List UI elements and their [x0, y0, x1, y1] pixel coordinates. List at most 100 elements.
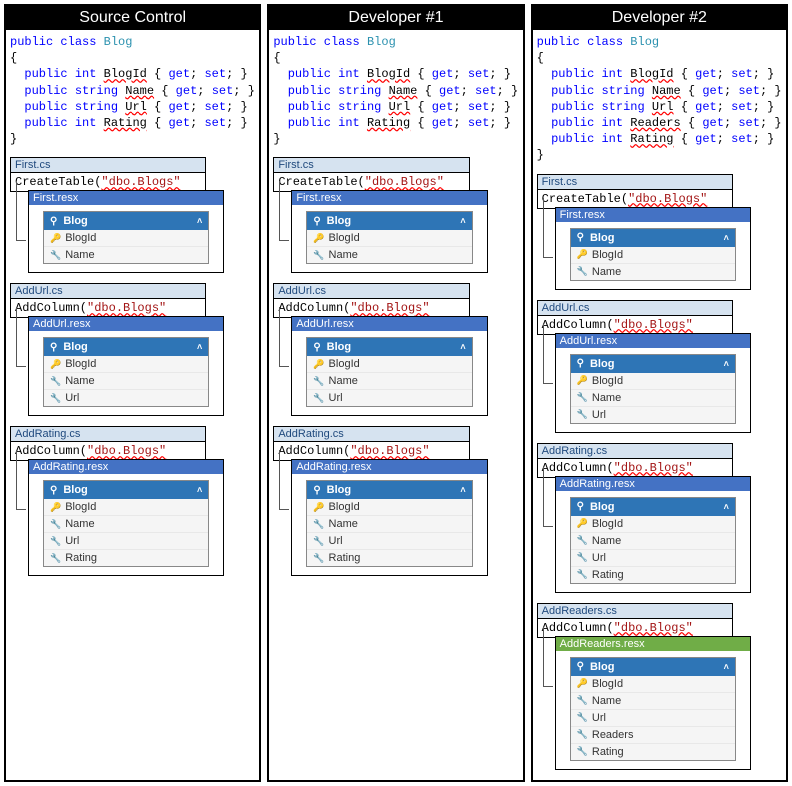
cs-file-box: First.csCreateTable("dbo.Blogs"	[273, 157, 469, 192]
cs-file-header: AddRating.cs	[538, 444, 732, 459]
db-field-name: Url	[592, 712, 606, 724]
chevron-up-icon: ˄	[460, 342, 465, 352]
resx-file-box: AddUrl.resx ⚲Blog˄ 🔑 BlogId 🔧Name🔧 Url	[28, 316, 224, 416]
column-header: Developer #1	[269, 6, 522, 30]
resx-file-box: First.resx⚲Blog˄🔑BlogId🔧Name	[555, 207, 751, 290]
resx-file-box: First.resx⚲Blog˄🔑BlogId🔧Name	[28, 190, 224, 273]
migration-group: First.csCreateTable("dbo.Blogs"First.res…	[10, 157, 255, 273]
resx-file-box: First.resx⚲Blog˄🔑BlogId🔧Name	[291, 190, 487, 273]
wrench-icon: 🔧	[50, 376, 61, 387]
db-table-header: ⚲Blog˄	[307, 338, 471, 356]
db-field-row: 🔧Name	[571, 693, 735, 710]
db-field-name: BlogId	[592, 518, 623, 530]
db-table-header: ⚲Blog˄	[571, 658, 735, 676]
db-field-row: 🔧Name	[571, 264, 735, 280]
key-icon: 🔑	[313, 502, 324, 513]
db-field-name: Name	[329, 518, 358, 530]
cs-file-content: CreateTable("dbo.Blogs"	[274, 173, 468, 191]
db-table-header: ⚲Blog˄	[44, 338, 208, 356]
wrench-icon: 🔧	[313, 553, 324, 564]
db-table-body: 🔑BlogId🔧Name	[44, 230, 208, 263]
resx-file-header: AddUrl.resx	[29, 317, 223, 331]
table-icon: ⚲	[50, 216, 57, 227]
db-table-card: ⚲Blog˄🔑BlogId🔧Name🔧Url🔧Rating	[43, 480, 209, 567]
cs-file-box: First.csCreateTable("dbo.Blogs"	[10, 157, 206, 192]
resx-file-content: ⚲Blog˄🔑BlogId🔧Name🔧Url🔧Rating	[556, 491, 750, 592]
tree-connector	[279, 181, 289, 241]
db-field-name: Readers	[592, 729, 634, 741]
diagram-root: Source Controlpublic class Blog{ public …	[4, 4, 788, 782]
tree-connector	[16, 450, 26, 510]
db-table-name: Blog	[327, 215, 351, 227]
db-field-name: BlogId	[592, 678, 623, 690]
db-field-name: Name	[65, 249, 94, 261]
wrench-icon: 🔧	[577, 569, 588, 580]
cs-file-box: AddReaders.csAddColumn("dbo.Blogs"	[537, 603, 733, 638]
resx-file-header: First.resx	[29, 191, 223, 205]
db-field-row: 🔧Rating	[571, 567, 735, 583]
resx-file-box: AddUrl.resx⚲Blog˄🔑BlogId🔧Name🔧Url	[555, 333, 751, 433]
db-table-body: 🔑BlogId🔧Name🔧Url🔧Rating	[307, 499, 471, 566]
migration-group: AddReaders.csAddColumn("dbo.Blogs"AddRea…	[537, 603, 782, 770]
cs-file-content: AddColumn("dbo.Blogs"	[538, 316, 732, 334]
db-table-body: 🔑BlogId🔧Name	[307, 230, 471, 263]
db-field-row: 🔧Rating	[307, 550, 471, 566]
wrench-icon: 🔧	[577, 712, 588, 723]
db-field-row: 🔧Url	[571, 550, 735, 567]
resx-file-content: ⚲Blog˄🔑BlogId🔧Name🔧Url🔧Rating	[292, 474, 486, 575]
table-icon: ⚲	[577, 232, 584, 243]
db-field-row: 🔧Rating	[44, 550, 208, 566]
code-block: public class Blog{ public int BlogId { g…	[6, 30, 259, 151]
resx-file-header: AddRating.resx	[292, 460, 486, 474]
resx-file-header: AddReaders.resx	[556, 637, 750, 651]
key-icon: 🔑	[50, 359, 61, 370]
tree-connector	[543, 324, 553, 384]
db-field-name: Name	[65, 518, 94, 530]
db-field-name: Name	[592, 535, 621, 547]
db-field-name: Url	[65, 392, 79, 404]
db-field-name: Rating	[592, 746, 624, 758]
wrench-icon: 🔧	[577, 746, 588, 757]
wrench-icon: 🔧	[313, 250, 324, 261]
db-field-name: BlogId	[329, 232, 360, 244]
cs-file-header: AddRating.cs	[11, 427, 205, 442]
db-field-name: BlogId	[329, 501, 360, 513]
db-field-row: 🔧 Url	[571, 710, 735, 727]
chevron-up-icon: ˄	[724, 233, 729, 243]
cs-file-content: AddColumn("dbo.Blogs"	[274, 299, 468, 317]
db-field-name: Name	[592, 695, 621, 707]
db-table-header: ⚲Blog˄	[307, 212, 471, 230]
db-field-row: 🔑BlogId	[307, 230, 471, 247]
key-icon: 🔑	[50, 233, 61, 244]
migration-group: AddRating.csAddColumn("dbo.Blogs"AddRati…	[537, 443, 782, 593]
cs-file-box: AddUrl.csAddColumn("dbo.Blogs"	[10, 283, 206, 318]
db-field-name: BlogId	[65, 501, 96, 513]
tree-connector	[543, 627, 553, 687]
chevron-up-icon: ˄	[460, 216, 465, 226]
wrench-icon: 🔧	[577, 552, 588, 563]
tree-connector	[16, 181, 26, 241]
chevron-up-icon: ˄	[460, 485, 465, 495]
cs-file-box: First.csCreateTable("dbo.Blogs"	[537, 174, 733, 209]
db-table-card: ⚲Blog˄ 🔑 BlogId 🔧Name🔧 Url	[43, 337, 209, 407]
cs-file-header: AddUrl.cs	[274, 284, 468, 299]
db-field-row: 🔑 BlogId	[307, 499, 471, 516]
cs-file-content: AddColumn("dbo.Blogs"	[538, 459, 732, 477]
db-field-row: 🔑BlogId	[571, 516, 735, 533]
db-field-name: Url	[329, 392, 343, 404]
db-table-card: ⚲Blog˄🔑BlogId🔧Name🔧Url	[306, 337, 472, 407]
db-table-body: 🔑BlogId🔧Name🔧Url	[571, 373, 735, 423]
db-field-name: BlogId	[65, 358, 96, 370]
cs-file-box: AddRating.csAddColumn("dbo.Blogs"	[273, 426, 469, 461]
db-field-name: Url	[65, 535, 79, 547]
cs-file-header: First.cs	[274, 158, 468, 173]
resx-file-content: ⚲Blog˄ 🔑 BlogId 🔧Name🔧 Url	[29, 331, 223, 415]
resx-file-content: ⚲Blog˄🔑BlogId🔧Name🔧Url	[556, 348, 750, 432]
db-table-card: ⚲Blog˄🔑BlogId🔧Name🔧Url🔧Readers🔧Rating	[570, 657, 736, 761]
db-field-name: BlogId	[592, 375, 623, 387]
wrench-icon: 🔧	[577, 409, 588, 420]
resx-file-content: ⚲Blog˄🔑BlogId🔧Name	[556, 222, 750, 289]
wrench-icon: 🔧	[577, 392, 588, 403]
db-field-row: 🔧Name	[44, 373, 208, 390]
migration-group: AddUrl.csAddColumn("dbo.Blogs"AddUrl.res…	[273, 283, 518, 416]
